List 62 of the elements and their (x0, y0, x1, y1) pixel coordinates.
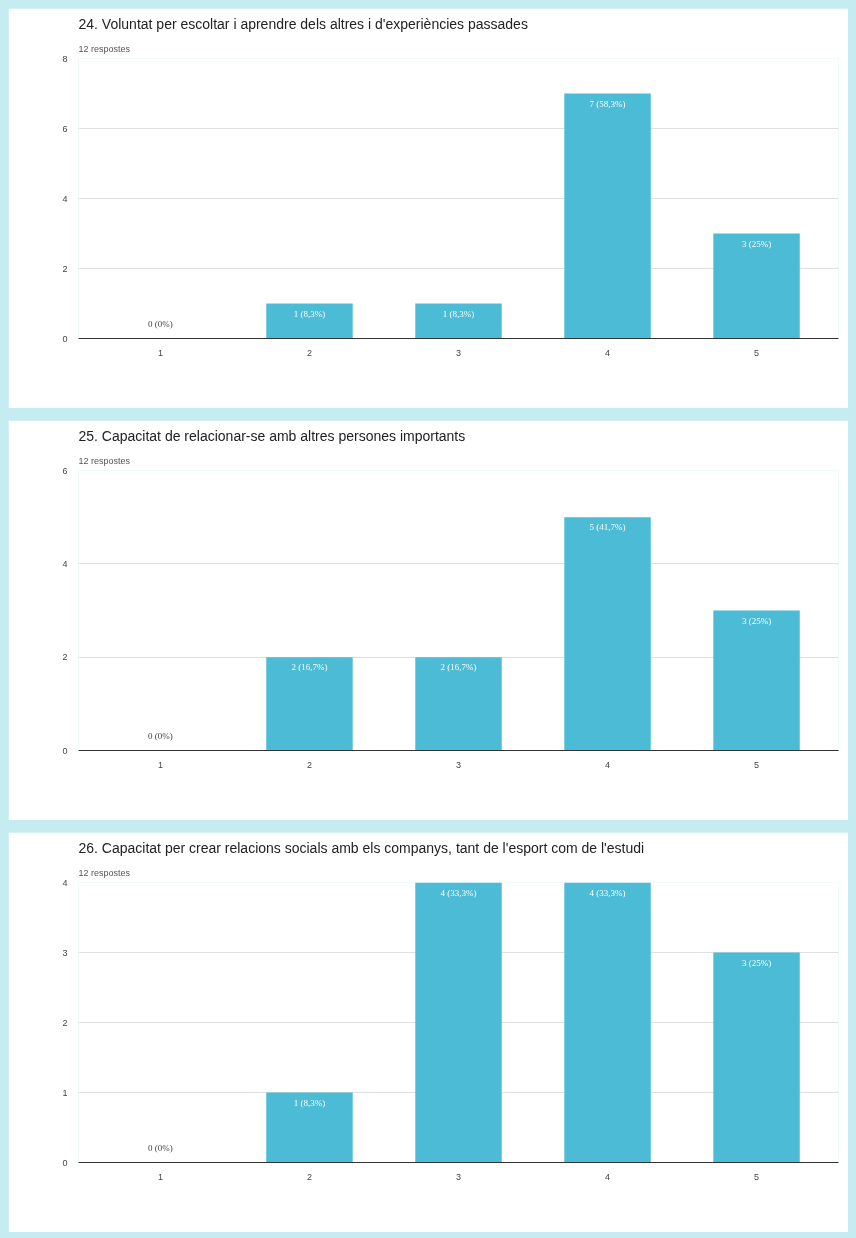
x-tick-label: 2 (306, 347, 312, 358)
x-tick-label: 2 (306, 1171, 312, 1182)
y-tick-label: 3 (62, 947, 68, 958)
y-tick-label: 0 (62, 1157, 68, 1168)
data-label: 1 (8,3%) (293, 308, 326, 319)
bar (266, 303, 353, 339)
data-label: 0 (0%) (148, 730, 173, 741)
data-label: 5 (41,7%) (589, 522, 626, 533)
chart-title: 24. Voluntat per escoltar i aprendre dels altres i d'experiències passades (78, 15, 528, 32)
chart-title: 26. Capacitat per crear relacions socials amb els companys, tant de l'esport com de l'estudi (78, 839, 645, 856)
y-tick-label: 2 (62, 263, 68, 274)
x-tick-label: 4 (605, 759, 611, 770)
x-tick-label: 2 (306, 759, 312, 770)
y-tick-label: 0 (62, 333, 68, 344)
data-label: 2 (16,7%) (291, 662, 328, 673)
x-tick-label: 4 (605, 347, 611, 358)
data-label: 3 (25%) (741, 957, 772, 968)
data-label: 0 (0%) (148, 1142, 173, 1153)
bar (415, 657, 502, 751)
x-tick-label: 4 (605, 1171, 611, 1182)
x-tick-label: 5 (754, 759, 760, 770)
bar (266, 657, 353, 751)
chart-subtitle: 12 respostes (78, 455, 131, 466)
x-tick-label: 3 (456, 347, 462, 358)
bar (713, 610, 800, 751)
x-tick-label: 1 (157, 1171, 163, 1182)
data-label: 3 (25%) (741, 238, 772, 249)
bar (415, 303, 502, 339)
chart-subtitle: 12 respostes (78, 867, 131, 878)
bar (564, 93, 651, 339)
y-tick-label: 4 (62, 877, 68, 888)
y-tick-label: 6 (62, 465, 68, 476)
y-tick-label: 2 (62, 652, 68, 663)
chart-subtitle: 12 respostes (78, 43, 131, 54)
x-tick-label: 5 (754, 1171, 760, 1182)
bar (564, 517, 651, 751)
x-tick-label: 5 (754, 347, 760, 358)
data-label: 1 (8,3%) (293, 1097, 326, 1108)
data-label: 3 (25%) (741, 615, 772, 626)
bar (713, 952, 800, 1163)
data-label: 1 (8,3%) (442, 308, 475, 319)
y-tick-label: 4 (62, 558, 68, 569)
x-tick-label: 1 (157, 759, 163, 770)
x-tick-label: 3 (456, 759, 462, 770)
data-label: 7 (58,3%) (589, 98, 626, 109)
y-tick-label: 1 (62, 1087, 68, 1098)
y-tick-label: 0 (62, 745, 68, 756)
x-tick-label: 1 (157, 347, 163, 358)
data-label: 2 (16,7%) (440, 662, 477, 673)
data-label: 0 (0%) (148, 318, 173, 329)
y-tick-label: 4 (62, 193, 68, 204)
bar (415, 882, 502, 1163)
data-label: 4 (33,3%) (440, 887, 477, 898)
y-tick-label: 2 (62, 1017, 68, 1028)
bar (713, 233, 800, 339)
y-tick-label: 6 (62, 123, 68, 134)
bar (564, 882, 651, 1163)
y-tick-label: 8 (62, 53, 68, 64)
chart-title: 25. Capacitat de relacionar-se amb altres persones importants (78, 427, 466, 444)
x-tick-label: 3 (456, 1171, 462, 1182)
data-label: 4 (33,3%) (589, 887, 626, 898)
bar (266, 1092, 353, 1163)
